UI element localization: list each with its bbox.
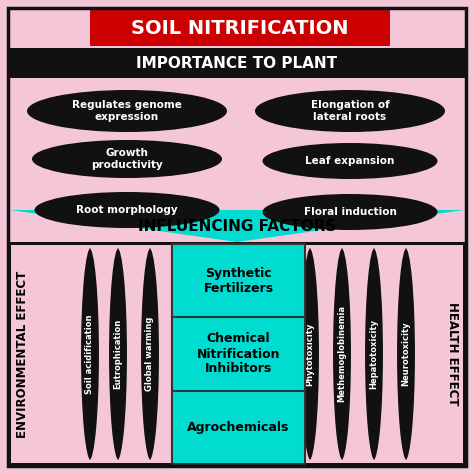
Text: Eutrophication: Eutrophication [113, 319, 122, 389]
Ellipse shape [263, 194, 438, 230]
Bar [8, 48, 466, 78]
Ellipse shape [108, 247, 128, 461]
Text: Regulates genome
expression: Regulates genome expression [72, 100, 182, 122]
Text: Global warming: Global warming [146, 317, 155, 391]
Text: Soil acidification: Soil acidification [85, 314, 94, 394]
Text: Leaf expansion: Leaf expansion [305, 156, 395, 166]
Polygon shape [10, 210, 464, 242]
Ellipse shape [300, 247, 320, 461]
Bar [8, 242, 466, 466]
Ellipse shape [263, 143, 438, 179]
Text: INFLUENCING FACTORS: INFLUENCING FACTORS [138, 219, 336, 234]
Text: Methemoglobinemia: Methemoglobinemia [337, 306, 346, 402]
Text: Agrochemicals: Agrochemicals [187, 421, 290, 434]
Bar [90, 10, 390, 46]
Text: Growth
productivity: Growth productivity [91, 148, 163, 170]
Text: Floral induction: Floral induction [303, 207, 396, 217]
Ellipse shape [255, 90, 445, 132]
Text: Neurotoxicity: Neurotoxicity [401, 322, 410, 386]
Text: Chemical
Nitrification
Inhibitors: Chemical Nitrification Inhibitors [197, 332, 280, 375]
Ellipse shape [35, 192, 219, 228]
Ellipse shape [32, 140, 222, 178]
Text: Elongation of
lateral roots: Elongation of lateral roots [310, 100, 389, 122]
Text: Synthetic
Fertilizers: Synthetic Fertilizers [203, 267, 273, 295]
Text: IMPORTANCE TO PLANT: IMPORTANCE TO PLANT [137, 55, 337, 71]
Ellipse shape [364, 247, 384, 461]
Ellipse shape [27, 90, 227, 132]
Ellipse shape [332, 247, 352, 461]
Bar [11, 245, 463, 463]
Text: Root morphology: Root morphology [76, 205, 178, 215]
Text: HEALTH EFFECT: HEALTH EFFECT [447, 302, 459, 406]
Ellipse shape [80, 247, 100, 461]
Ellipse shape [396, 247, 416, 461]
Text: Phytotoxicity: Phytotoxicity [306, 322, 315, 386]
Bar [172, 244, 305, 464]
Text: ENVIRONMENTAL EFFECT: ENVIRONMENTAL EFFECT [17, 270, 29, 438]
Ellipse shape [140, 247, 160, 461]
Text: Hepatotoxicity: Hepatotoxicity [370, 319, 379, 389]
Bar [8, 78, 466, 242]
Text: SOIL NITRIFICATION: SOIL NITRIFICATION [131, 18, 349, 37]
